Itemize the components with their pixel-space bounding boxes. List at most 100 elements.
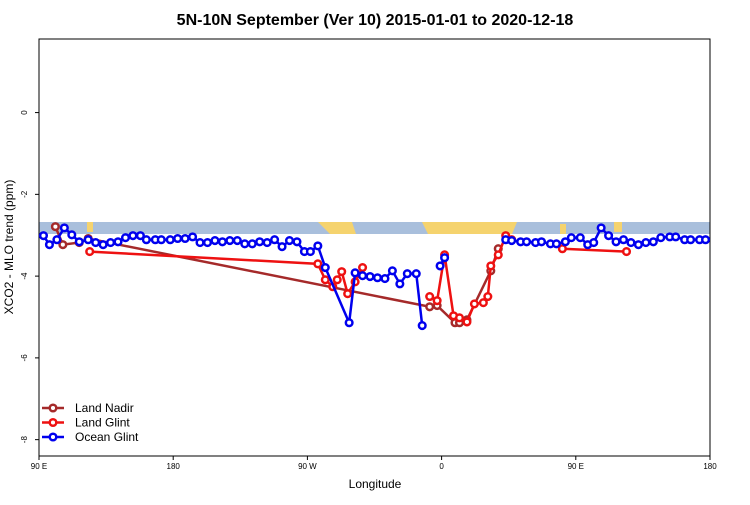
data-point: [425, 302, 435, 312]
data-point: [38, 231, 49, 241]
data-point: [358, 262, 368, 273]
data-point: [575, 233, 585, 243]
data-point: [156, 235, 166, 245]
data-point: [320, 275, 330, 285]
y-axis-title: XCO2 - MLO trend (ppm): [2, 180, 16, 315]
data-point: [113, 237, 123, 247]
data-point: [232, 236, 242, 246]
data-point: [44, 240, 54, 250]
data-point: [596, 223, 606, 233]
data-point: [255, 237, 265, 247]
land-patch: [87, 222, 93, 232]
data-point: [462, 317, 472, 327]
data-point: [262, 238, 272, 248]
data-point: [566, 233, 576, 243]
data-point: [173, 233, 183, 244]
data-point: [52, 235, 62, 245]
data-point: [402, 269, 412, 279]
legend-label: Land Nadir: [75, 401, 134, 415]
y-tick-label: 0: [20, 110, 29, 115]
data-point: [50, 222, 60, 232]
x-axis-title: Longitude: [349, 477, 402, 491]
map-strip: [39, 222, 710, 234]
chart-title: 5N-10N September (Ver 10) 2015-01-01 to …: [177, 12, 574, 29]
data-point: [83, 235, 93, 245]
data-point: [633, 240, 643, 250]
data-point: [417, 321, 427, 331]
data-point: [313, 241, 323, 251]
data-point: [411, 269, 421, 279]
data-point: [202, 238, 213, 248]
data-point: [387, 266, 397, 276]
legend-label: Ocean Glint: [75, 430, 139, 444]
data-point: [85, 247, 95, 257]
data-point: [648, 237, 658, 247]
data-point: [195, 238, 205, 248]
data-point: [589, 238, 599, 248]
land-patch: [614, 222, 622, 232]
data-point: [365, 271, 375, 282]
data-point: [358, 271, 368, 281]
data-point: [120, 233, 131, 243]
data-point: [641, 238, 651, 248]
data-point: [626, 238, 636, 248]
data-point: [141, 235, 151, 245]
data-point: [67, 230, 77, 240]
data-point: [435, 261, 445, 271]
y-tick-label: -2: [20, 190, 29, 198]
data-point: [305, 247, 315, 257]
data-point: [611, 237, 621, 247]
data-point: [486, 261, 496, 271]
data-point: [180, 233, 190, 244]
ocean-strip: [39, 222, 710, 234]
data-point: [536, 237, 547, 247]
x-tick-label: 90 E: [568, 462, 584, 471]
data-point: [621, 247, 632, 257]
land-patch: [560, 224, 566, 234]
data-point: [332, 275, 342, 285]
data-point: [59, 223, 69, 233]
data-point: [165, 235, 175, 245]
data-point: [432, 296, 442, 306]
data-point: [372, 273, 383, 283]
data-point: [91, 238, 101, 248]
data-point: [74, 237, 84, 247]
data-point: [135, 231, 145, 241]
data-point: [618, 235, 629, 245]
plot-frame: [38, 38, 711, 457]
data-point: [240, 239, 250, 249]
data-point: [284, 236, 295, 246]
data-point: [395, 279, 405, 289]
data-point: [440, 253, 450, 263]
data-point: [106, 238, 116, 248]
data-point: [560, 237, 570, 247]
data-point: [292, 237, 302, 247]
legend-marker: [48, 417, 58, 428]
data-point: [686, 235, 696, 245]
data-point: [454, 313, 465, 323]
data-point: [350, 268, 360, 278]
data-point: [247, 239, 257, 249]
x-tick-label: 0: [439, 462, 444, 471]
data-point: [313, 259, 323, 269]
y-tick-label: -6: [20, 354, 29, 362]
data-point: [700, 235, 711, 245]
x-tick-label: 180: [703, 462, 717, 471]
data-point: [522, 237, 532, 247]
y-tick-label: -4: [20, 272, 29, 280]
land-patch: [318, 222, 356, 234]
data-point: [188, 232, 198, 242]
legend-marker: [48, 432, 58, 442]
data-point: [425, 292, 435, 302]
data-point: [483, 292, 493, 302]
land-patch: [422, 222, 517, 234]
x-tick-label: 90 W: [298, 462, 317, 471]
data-point: [671, 232, 681, 242]
legend-marker: [48, 403, 58, 413]
data-point: [343, 289, 353, 299]
data-point: [277, 242, 287, 252]
data-point: [380, 274, 390, 284]
x-tick-label: 180: [167, 462, 181, 471]
data-point: [344, 318, 354, 328]
